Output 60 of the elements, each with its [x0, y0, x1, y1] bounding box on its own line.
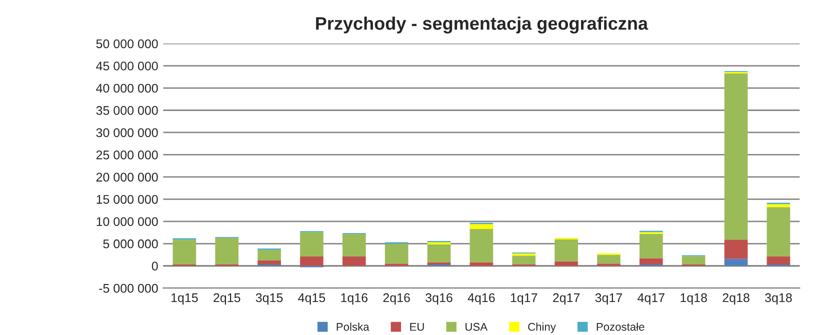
bar — [258, 260, 281, 265]
bar — [470, 262, 494, 266]
x-tick-label: 2q18 — [722, 293, 750, 305]
y-tick-label: 20 000 000 — [96, 172, 158, 182]
legend-label: Chiny — [528, 322, 556, 333]
y-tick-label: 35 000 000 — [96, 106, 158, 115]
bar — [512, 256, 536, 265]
x-tick-label: 1q18 — [680, 293, 707, 305]
bar — [300, 232, 324, 257]
y-tick-label: 10 000 000 — [96, 217, 158, 226]
x-tick-label: 4q16 — [468, 293, 495, 305]
bar — [640, 234, 663, 258]
x-tick-label: 2q15 — [214, 293, 240, 305]
x-tick-label: 4q17 — [638, 293, 664, 305]
bar — [724, 240, 748, 259]
y-tick-label: 40 000 000 — [96, 84, 158, 93]
bar — [300, 256, 324, 266]
bar — [766, 204, 790, 208]
bar — [512, 253, 536, 256]
y-tick-label: 30 000 000 — [96, 128, 158, 138]
y-tick-label: 15 000 000 — [96, 194, 158, 204]
x-tick-label: 1q16 — [341, 293, 368, 305]
x-tick-label: 4q15 — [298, 293, 326, 305]
bar — [172, 240, 196, 265]
x-tick-label: 3q17 — [595, 293, 622, 305]
bar — [470, 228, 494, 262]
bar — [766, 207, 790, 257]
y-tick-label: 45 000 000 — [96, 62, 158, 70]
y-tick-label: -5 000 000 — [99, 284, 158, 293]
chart-title: Przychody - segmentacja geograficzna — [316, 16, 648, 34]
y-tick-label: 0 — [152, 262, 158, 271]
bar — [215, 238, 239, 265]
bar — [427, 244, 451, 262]
bar — [554, 261, 578, 266]
legend-label: EU — [410, 323, 424, 331]
x-tick-label: 3q18 — [765, 293, 792, 305]
x-tick-label: 2q16 — [383, 293, 410, 305]
bar — [724, 258, 748, 266]
bar — [342, 234, 366, 257]
bar — [470, 224, 494, 229]
x-tick-label: 2q17 — [553, 293, 580, 305]
bar — [597, 254, 620, 264]
y-tick-label: 25 000 000 — [96, 150, 158, 160]
bar — [724, 73, 748, 240]
y-tick-label: 50 000 000 — [96, 39, 158, 48]
legend-label: USA — [466, 322, 488, 331]
bar — [682, 256, 706, 265]
bar — [258, 250, 281, 261]
bar — [554, 239, 578, 262]
legend-label: Pozostałe — [596, 322, 644, 331]
legend-label: Polska — [336, 322, 370, 331]
y-tick-label: 5 000 000 — [103, 239, 158, 248]
x-tick-label: 3q15 — [256, 293, 283, 305]
x-tick-label: 3q16 — [426, 293, 452, 305]
x-tick-label: 1q17 — [510, 293, 538, 305]
bar — [342, 256, 366, 266]
bar — [640, 258, 663, 265]
x-tick-label: 1q15 — [171, 293, 198, 305]
bar — [766, 256, 790, 265]
bar — [384, 244, 408, 264]
